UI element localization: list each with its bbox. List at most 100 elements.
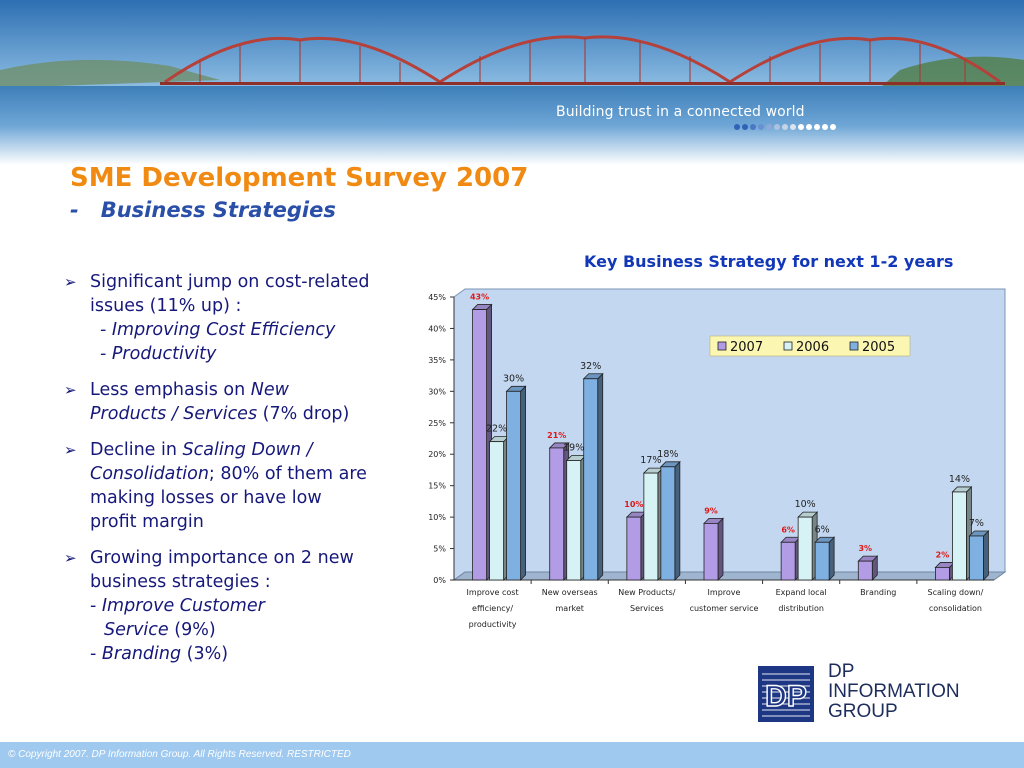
bullet-line: - Improving Cost Efficiency xyxy=(100,320,336,340)
bullet-line: business strategies : xyxy=(90,572,271,592)
data-label: 22% xyxy=(486,424,507,435)
x-tick-label: Improve cost xyxy=(467,588,519,597)
data-label: 2% xyxy=(936,550,950,559)
bullet-text: Less emphasis on xyxy=(90,380,251,400)
bullet-text: - xyxy=(90,644,102,664)
bullet-text-italic: Branding xyxy=(101,644,182,664)
bar-chart: 0% 5% 10% 15% 20% 25% 30% 35% 40% 45% 43% 22% 30% Imp… xyxy=(428,288,1007,629)
banner-dot xyxy=(806,124,812,130)
banner-dot xyxy=(822,124,828,130)
bullet-text-italic: New xyxy=(250,380,289,400)
bar-2005 xyxy=(814,541,830,581)
legend-entry: 2005 xyxy=(862,340,895,355)
bar-2006 xyxy=(643,472,659,581)
data-label: 6% xyxy=(815,524,830,535)
chart-legend xyxy=(709,335,911,357)
bar-2007 xyxy=(626,516,642,581)
bullet-list: ➢ Significant jump on cost-related issue… xyxy=(62,270,422,678)
data-label: 9% xyxy=(704,506,718,515)
bar-2007 xyxy=(703,522,719,581)
bar-side xyxy=(520,385,526,581)
data-label: 21% xyxy=(547,431,566,440)
bullet-line: Growing importance on 2 new xyxy=(90,548,354,568)
bridge-banner-image xyxy=(0,0,1024,165)
data-label: 19% xyxy=(563,443,584,454)
bullet-text-italic: Improve Customer xyxy=(101,596,265,616)
bullet-line: Significant jump on cost-related xyxy=(90,272,370,292)
header-banner: Building trust in a connected world xyxy=(0,0,1024,165)
bullet-text: (3%) xyxy=(181,644,229,664)
page-title: SME Development Survey 2007 xyxy=(70,163,529,193)
banner-dot xyxy=(790,124,796,130)
x-tick-label: Improve xyxy=(708,588,741,597)
chart-plot-area xyxy=(453,288,1006,581)
banner-dot xyxy=(774,124,780,130)
x-tick-label: Scaling down/ xyxy=(928,588,984,597)
bullet-line: Service (9%) xyxy=(90,618,422,642)
dp-logo-icon: DP xyxy=(758,666,814,722)
arrow-bullet-icon: ➢ xyxy=(64,273,77,291)
arrow-bullet-icon: ➢ xyxy=(64,441,77,459)
y-tick-label: 45% xyxy=(428,293,446,302)
banner-dot xyxy=(798,124,804,130)
bullet-text: - xyxy=(90,596,102,616)
banner-dot xyxy=(750,124,756,130)
x-tick-label: productivity xyxy=(469,620,517,629)
logo-line: DP xyxy=(828,661,855,682)
data-label: 18% xyxy=(657,449,678,460)
data-label: 10% xyxy=(624,500,643,509)
banner-dot xyxy=(830,124,836,130)
bar-2007 xyxy=(857,560,873,581)
x-tick-label: consolidation xyxy=(929,604,982,613)
banner-dots xyxy=(734,124,836,130)
bullet-line: Less emphasis on New xyxy=(90,378,422,402)
y-tick-label: 15% xyxy=(428,482,446,491)
arrow-bullet-icon: ➢ xyxy=(64,381,77,399)
bullet-cost: ➢ Significant jump on cost-related issue… xyxy=(62,270,422,366)
legend-entry: 2006 xyxy=(796,340,829,355)
y-tick-label: 30% xyxy=(428,387,446,396)
data-label: 30% xyxy=(503,373,524,384)
bar-2005 xyxy=(969,535,984,581)
bullet-line: Consolidation; 80% of them are xyxy=(90,462,422,486)
banner-dot xyxy=(766,124,772,130)
bullet-text-italic: Scaling Down / xyxy=(182,440,313,460)
bullet-scaling-down: ➢ Decline in Scaling Down / Consolidatio… xyxy=(62,438,422,534)
data-label: 43% xyxy=(470,293,489,302)
banner-dot xyxy=(742,124,748,130)
bar-side xyxy=(717,517,724,581)
banner-tagline: Building trust in a connected world xyxy=(556,104,805,120)
bar-side xyxy=(674,460,681,581)
logo-line: INFORMATION xyxy=(828,681,960,702)
bullet-line: making losses or have low xyxy=(90,488,322,508)
bar-2005 xyxy=(660,466,676,581)
legend-swatch xyxy=(849,341,859,351)
banner-dot xyxy=(758,124,764,130)
bullet-line: - Productivity xyxy=(100,344,217,364)
logo-text: DP INFORMATION GROUP xyxy=(828,662,960,722)
bar-2006 xyxy=(489,441,504,581)
bullet-line: profit margin xyxy=(90,512,204,532)
bullet-new-products: ➢ Less emphasis on New Products / Servic… xyxy=(62,378,422,426)
subtitle-text: Business Strategies xyxy=(100,198,336,222)
y-tick-label: 40% xyxy=(428,324,446,333)
banner-dot xyxy=(734,124,740,130)
bar-2007 xyxy=(780,541,796,581)
page-subtitle: - Business Strategies xyxy=(70,198,336,222)
bar-2005 xyxy=(583,378,599,581)
x-tick-label: New Products/ xyxy=(618,588,676,597)
x-tick-label: New overseas xyxy=(542,588,598,597)
data-label: 6% xyxy=(781,525,795,534)
x-tick-label: efficiency/ xyxy=(472,604,513,613)
y-tick-label: 25% xyxy=(428,419,446,428)
x-tick-label: customer service xyxy=(690,604,759,613)
bar-2007 xyxy=(472,309,487,581)
data-label: 10% xyxy=(795,499,816,510)
bullet-text-italic: Consolidation xyxy=(90,464,209,484)
x-tick-label: Services xyxy=(630,604,664,613)
bar-side xyxy=(983,530,989,581)
bullet-new-strategies: ➢ Growing importance on 2 new business s… xyxy=(62,546,422,666)
bullet-text-italic: Products / Services xyxy=(90,404,258,424)
data-label: 14% xyxy=(949,474,970,485)
bar-2005 xyxy=(506,390,521,581)
